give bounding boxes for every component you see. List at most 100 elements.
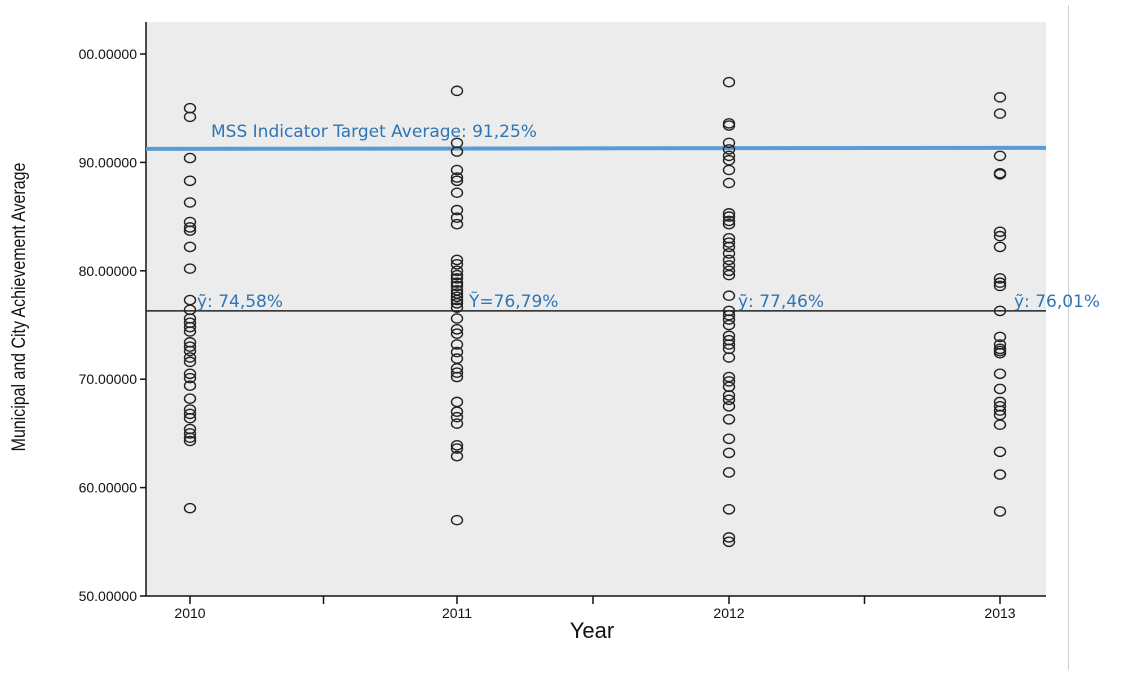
data-point	[450, 411, 464, 423]
y-tick-label: 90.00000	[79, 154, 138, 170]
data-point	[183, 175, 197, 187]
data-point	[993, 226, 1007, 238]
target-average-label: MSS Indicator Target Average: 91,25%	[211, 122, 537, 142]
data-point	[722, 467, 736, 478]
data-point	[183, 435, 197, 447]
data-point	[722, 150, 736, 162]
data-point	[993, 150, 1007, 162]
y-axis: 50.00000 60.00000 70.00000 80.00000 90.00000…	[79, 22, 147, 604]
data-point	[183, 356, 197, 368]
data-point	[183, 341, 197, 352]
data-point	[450, 212, 464, 223]
data-point	[993, 383, 1007, 395]
data-point	[450, 269, 464, 281]
data-point	[450, 280, 464, 292]
data-point	[993, 419, 1007, 431]
data-point	[993, 92, 1007, 103]
data-point	[183, 263, 197, 274]
data-point	[722, 211, 736, 222]
data-point	[722, 265, 736, 277]
data-point	[450, 440, 464, 451]
data-point	[993, 446, 1007, 458]
data-point	[722, 137, 736, 149]
data-point	[993, 506, 1007, 517]
y-tick-label: 70.00000	[79, 371, 138, 387]
data-point	[722, 237, 736, 248]
data-point	[722, 218, 736, 230]
x-tick-label: 2011	[442, 605, 472, 621]
year-median-label: ỹ: 74,58%	[197, 292, 283, 312]
data-point	[450, 443, 464, 454]
data-point	[993, 230, 1007, 242]
data-point	[722, 376, 736, 387]
data-point	[993, 108, 1007, 119]
data-point	[722, 352, 736, 363]
data-point	[450, 85, 464, 97]
data-point	[722, 144, 736, 155]
data-point	[993, 305, 1007, 317]
data-point	[450, 313, 464, 324]
data-point	[450, 294, 464, 306]
data-point	[722, 177, 736, 189]
annotations: MSS Indicator Target Average: 91,25% ỹ: 7…	[197, 122, 1100, 312]
data-point	[722, 254, 736, 266]
data-point	[183, 428, 197, 439]
data-point	[722, 269, 736, 281]
data-point	[993, 280, 1007, 292]
data-point	[722, 248, 736, 259]
data-point	[450, 273, 464, 284]
y-axis-title: Municipal and City Achievement Average	[8, 163, 30, 452]
data-point	[993, 331, 1007, 343]
data-point	[450, 146, 464, 157]
data-point	[183, 326, 197, 337]
data-point	[722, 433, 736, 445]
data-point	[183, 432, 197, 444]
data-point	[722, 319, 736, 331]
data-point	[450, 291, 464, 303]
data-point	[450, 328, 464, 339]
data-point	[993, 241, 1007, 253]
x-tick-label: 2010	[174, 605, 205, 621]
data-point	[183, 225, 197, 236]
year-median-label: ỹ: 76,01%	[1014, 292, 1100, 312]
data-point	[183, 368, 197, 380]
data-point	[183, 197, 197, 208]
data-point	[450, 218, 464, 230]
data-point	[993, 368, 1007, 380]
data-point	[722, 290, 736, 302]
y-tick-label: 80.00000	[79, 263, 138, 279]
x-axis: 2010 2011 2012 2013	[146, 595, 1046, 621]
data-point	[722, 76, 736, 88]
data-point	[450, 175, 464, 187]
x-tick-label: 2013	[984, 605, 1015, 621]
data-point	[450, 346, 464, 358]
data-point	[183, 393, 197, 405]
data-point	[183, 321, 197, 333]
data-point	[450, 265, 464, 277]
x-tick-label: 2012	[713, 605, 744, 621]
data-point	[993, 405, 1007, 416]
year-median-label: Ỹ=76,79%	[468, 290, 558, 312]
data-point	[450, 298, 464, 309]
data-point	[450, 164, 464, 176]
data-point	[183, 372, 197, 384]
data-point	[183, 408, 197, 420]
data-point	[183, 412, 197, 424]
data-point	[722, 503, 736, 515]
data-point	[993, 169, 1007, 180]
data-point	[993, 469, 1007, 480]
data-point	[993, 273, 1007, 284]
data-points	[183, 76, 1007, 548]
plot-area	[146, 22, 1046, 596]
data-point	[450, 277, 464, 289]
data-point	[450, 258, 464, 270]
data-point	[450, 406, 464, 418]
data-point	[722, 215, 736, 227]
data-point	[722, 314, 736, 325]
data-point	[183, 222, 197, 233]
data-point	[183, 111, 197, 123]
data-point	[450, 418, 464, 429]
data-point	[183, 352, 197, 363]
y-tick-label: 60.00000	[79, 480, 138, 496]
data-point	[450, 254, 464, 266]
